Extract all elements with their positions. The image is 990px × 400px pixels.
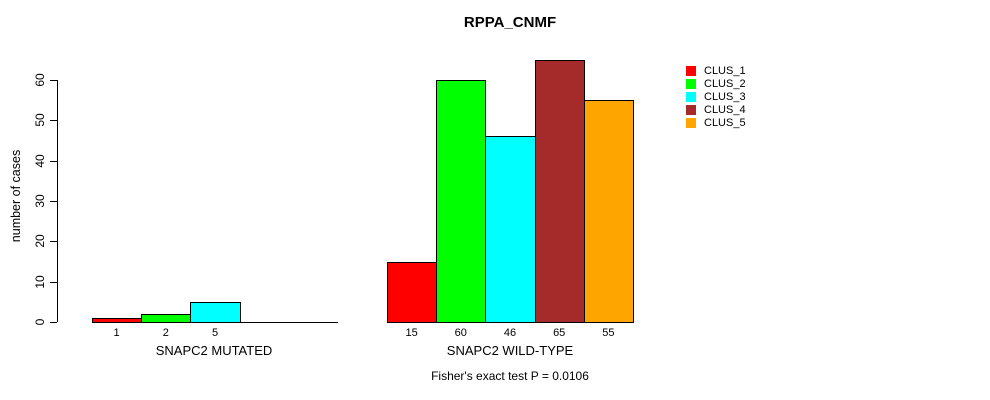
fisher-test-annotation: Fisher's exact test P = 0.0106 (431, 369, 589, 383)
legend-swatch (686, 91, 696, 102)
y-tick-label: 20 (33, 234, 47, 249)
bar-value-label: 5 (211, 327, 219, 339)
y-tick-label: 60 (33, 73, 47, 87)
bar-value-label: 55 (602, 327, 615, 339)
y-tick (50, 120, 57, 122)
y-tick-label: 40 (33, 153, 47, 168)
group-label-snapc2-mutated: SNAPC2 MUTATED (155, 343, 273, 358)
legend-swatch (686, 104, 696, 115)
y-tick-label: 30 (33, 194, 47, 208)
bar-clus_2-wildtype (436, 80, 487, 323)
legend-label: CLUS_1 (704, 64, 746, 77)
y-tick (50, 80, 57, 81)
bar-clus_5-wildtype (583, 100, 634, 323)
bar-clus_1-wildtype (387, 261, 438, 323)
y-axis-line (57, 80, 58, 322)
chart-title: RPPA_CNMF (463, 14, 557, 31)
legend-item: CLUS_2 (686, 77, 746, 90)
bar-clus_3-mutated (190, 301, 241, 323)
legend-label: CLUS_4 (704, 103, 746, 116)
legend-swatch (686, 65, 696, 76)
legend-label: CLUS_3 (704, 90, 746, 103)
bar-value-label: 1 (113, 327, 120, 339)
y-tick (50, 160, 57, 162)
y-tick-label: 50 (33, 113, 47, 128)
legend-item: CLUS_1 (686, 64, 746, 77)
bar-value-label: 2 (162, 327, 169, 339)
y-tick (50, 322, 57, 323)
legend-swatch (686, 78, 696, 89)
y-tick-label: 0 (33, 318, 47, 326)
bar-clus_4-wildtype (534, 59, 585, 323)
legend-item: CLUS_4 (686, 103, 746, 116)
y-tick-label: 10 (33, 274, 47, 289)
y-tick (50, 241, 57, 243)
y-tick (50, 281, 57, 283)
bar-clus_1-mutated (92, 317, 143, 323)
legend-label: CLUS_5 (704, 116, 746, 129)
legend-label: CLUS_2 (704, 77, 746, 90)
legend-swatch (686, 117, 696, 128)
bar-clus_3-wildtype (485, 136, 536, 323)
bar-value-label: 15 (405, 327, 418, 339)
legend-item: CLUS_3 (686, 90, 746, 103)
bar-clus_2-mutated (141, 313, 192, 323)
legend-item: CLUS_5 (686, 116, 746, 129)
group-label-snapc2-wild-type: SNAPC2 WILD-TYPE (446, 343, 574, 358)
bar-value-label: 65 (553, 327, 566, 339)
legend: CLUS_1 CLUS_2 CLUS_3 CLUS_4 CLUS_5 (686, 64, 746, 129)
y-tick (50, 201, 57, 202)
bar-value-label: 60 (454, 327, 467, 339)
bar-value-label: 46 (503, 327, 517, 339)
